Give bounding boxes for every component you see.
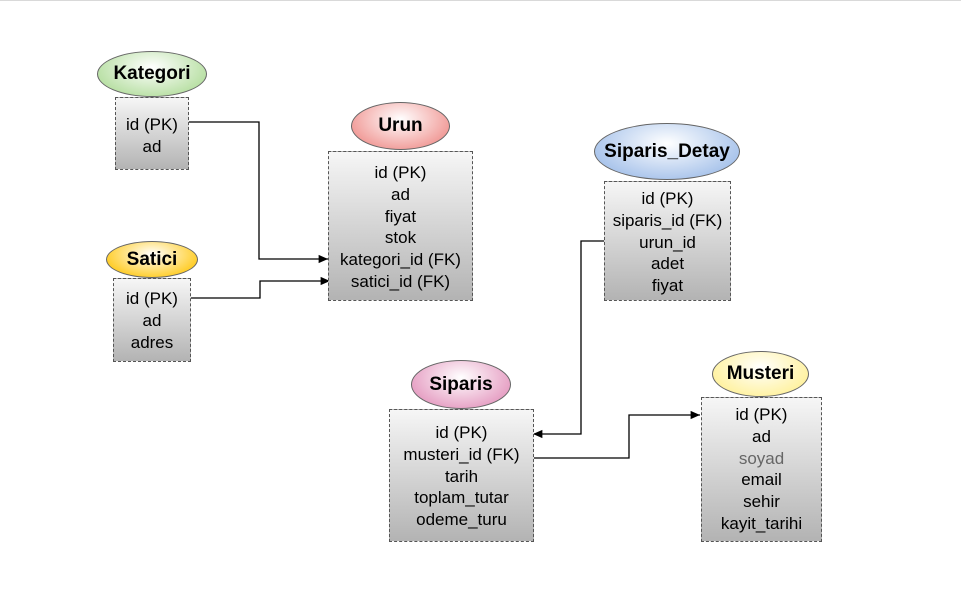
- entity-field-musteri-5: kayit_tarihi: [720, 513, 803, 533]
- entity-box-siparis-detay[interactable]: id (PK) siparis_id (FK) urun_id adet fiyat: [604, 181, 731, 301]
- entity-field-urun-1: ad: [391, 184, 410, 204]
- entity-title-urun[interactable]: Urun: [351, 102, 450, 150]
- connector-satici-urun: [191, 276, 330, 299]
- entity-title-kategori[interactable]: Kategori: [97, 51, 207, 97]
- entity-title-siparis-detay[interactable]: Siparis_Detay: [594, 123, 740, 180]
- entity-box-urun[interactable]: id (PK) ad fiyat stok kategori_id (FK) satici…: [328, 151, 473, 301]
- entity-title-siparis-detay-label: Siparis_Detay: [604, 140, 730, 162]
- entity-title-kategori-label: Kategori: [113, 63, 191, 84]
- entity-field-siparis-1: musteri_id (FK): [403, 444, 520, 464]
- entity-field-siparis-detay-0: id (PK): [641, 189, 694, 208]
- entity-title-siparis-label: Siparis: [429, 373, 493, 395]
- entity-field-urun-2: fiyat: [384, 206, 417, 226]
- entity-field-urun-5: satici_id (FK): [350, 271, 451, 291]
- entity-field-satici-1: ad: [142, 310, 162, 330]
- entity-field-siparis-3: toplam_tutar: [414, 488, 509, 508]
- entity-field-kategori-1: ad: [142, 136, 162, 156]
- entity-box-satici[interactable]: id (PK) ad adres: [113, 278, 191, 362]
- entity-title-siparis[interactable]: Siparis: [411, 360, 511, 409]
- entity-field-satici-0: id (PK): [126, 289, 178, 308]
- entity-field-siparis-detay-1: siparis_id (FK): [612, 210, 723, 230]
- entity-title-urun-label: Urun: [378, 115, 423, 136]
- entity-field-siparis-0: id (PK): [435, 423, 488, 442]
- entity-field-siparis-detay-4: fiyat: [651, 276, 684, 296]
- entity-field-musteri-4: sehir: [743, 492, 780, 512]
- entity-field-siparis-detay-2: urun_id: [639, 232, 696, 252]
- entity-field-musteri-1: ad: [752, 426, 771, 446]
- entity-box-musteri[interactable]: id (PK) ad soyad email sehir kayit_tarihi: [701, 397, 822, 542]
- connector-siparis-musteri: [534, 410, 700, 459]
- entity-field-satici-2: adres: [130, 332, 174, 352]
- connector-siparisdetay-siparis: [533, 240, 604, 439]
- entity-field-musteri-0: id (PK): [735, 405, 788, 424]
- entity-field-urun-0: id (PK): [374, 163, 427, 182]
- entity-box-siparis[interactable]: id (PK) musteri_id (FK) tarih toplam_tutar o…: [389, 409, 534, 542]
- entity-box-kategori[interactable]: id (PK) ad: [115, 97, 189, 170]
- entity-field-urun-3: stok: [384, 228, 417, 248]
- entity-field-siparis-4: odeme_turu: [416, 510, 507, 530]
- entity-field-siparis-detay-3: adet: [650, 254, 685, 274]
- entity-field-urun-4: kategori_id (FK): [340, 250, 461, 270]
- entity-field-musteri-3: email: [741, 470, 782, 490]
- entity-title-satici[interactable]: Satici: [106, 241, 198, 278]
- entity-title-satici-label: Satici: [126, 248, 178, 270]
- connector-kategori-urun: [189, 121, 328, 264]
- entity-field-siparis-2: tarih: [444, 466, 479, 486]
- top-border-line: [0, 0, 961, 1]
- entity-title-musteri-label: Musteri: [726, 363, 795, 384]
- entity-field-kategori-0: id (PK): [126, 115, 178, 134]
- entity-field-musteri-2: soyad: [738, 448, 785, 468]
- entity-title-musteri[interactable]: Musteri: [712, 351, 809, 397]
